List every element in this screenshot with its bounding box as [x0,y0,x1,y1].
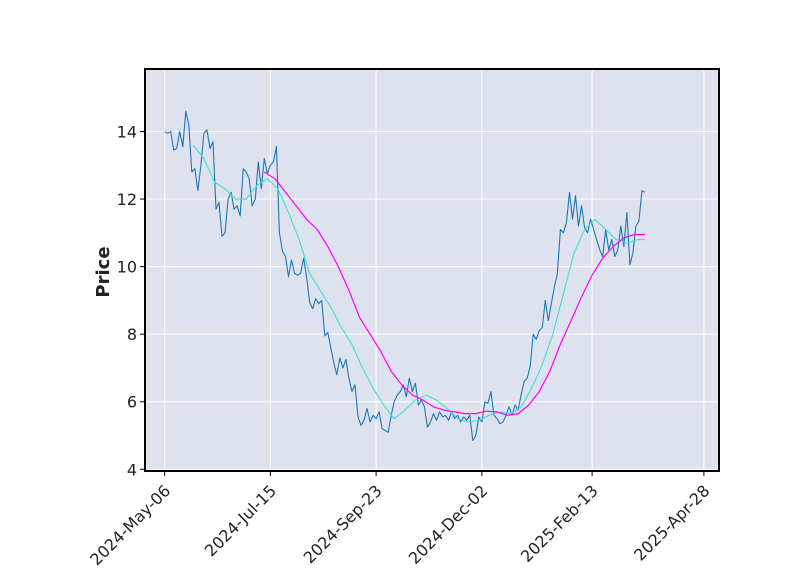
x-tick-label: 2024-Dec-02 [405,481,492,568]
y-axis-label: Price [93,246,114,297]
x-tick-label: 2024-Sep-23 [300,481,386,567]
long-moving-average-line [263,171,645,416]
grid-lines [145,69,719,471]
plot-frame [144,68,720,472]
short-moving-average-line [192,144,645,423]
y-tick-label: 10 [117,258,137,277]
close-price-line [164,110,646,442]
x-tick-label: 2024-Jul-15 [201,481,280,560]
series-layer [164,110,646,442]
y-tick-label: 4 [127,460,137,479]
y-tick-label: 8 [127,325,137,344]
y-tick-label: 14 [117,122,137,141]
x-axis: 2024-May-06 2024-Jul-15 2024-Sep-23 2024-De… [86,471,714,569]
y-tick-label: 6 [127,393,137,412]
plot-background [145,69,719,471]
x-tick-label: 2025-Feb-13 [517,481,602,566]
y-axis: 4 6 8 10 12 14 [117,122,145,479]
x-tick-label: 2024-May-06 [86,481,174,569]
x-tick-label: 2025-Apr-28 [630,481,713,564]
y-tick-label: 12 [117,190,137,209]
